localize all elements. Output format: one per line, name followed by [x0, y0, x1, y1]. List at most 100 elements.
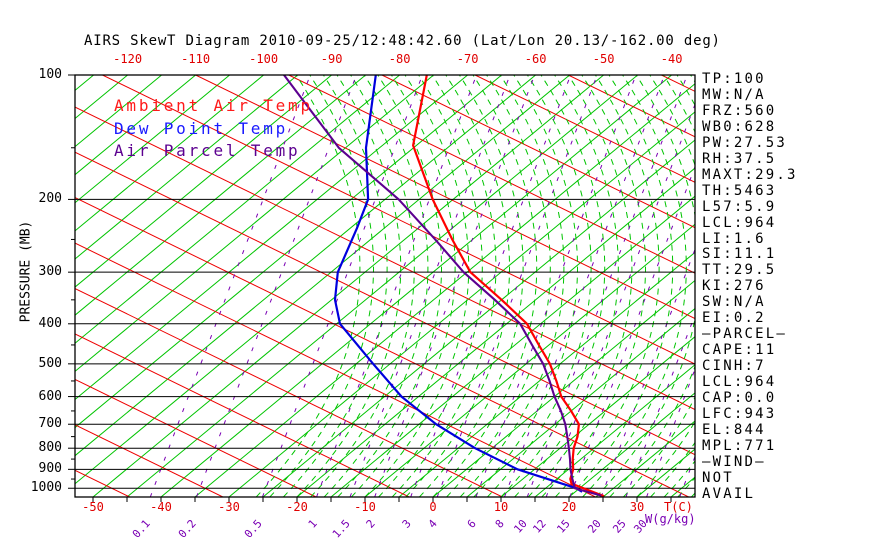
- moist-adiabat-line: [500, 75, 606, 497]
- mixing-axis-title: W(g/kg): [645, 512, 696, 526]
- isotherm-line: [75, 75, 230, 204]
- moist-adiabat-line: [459, 75, 565, 497]
- moist-adiabat-line: [623, 75, 695, 497]
- moist-adiabat-line: [255, 75, 361, 497]
- isotherm-line: [568, 392, 695, 497]
- isotherm-line: [466, 307, 695, 497]
- moist-adiabat-line: [787, 75, 870, 497]
- bottom-temp-label: 10: [493, 500, 509, 514]
- top-temp-label: -60: [524, 52, 547, 66]
- dry-adiabat-line: [75, 106, 695, 411]
- stat-line: LI:1.6: [702, 230, 766, 247]
- stat-line: —WIND—: [702, 453, 766, 470]
- pressure-label: 200: [38, 191, 62, 207]
- pressure-label: 600: [38, 388, 62, 404]
- pressure-label: 700: [38, 416, 62, 432]
- pressure-label: 500: [38, 355, 62, 371]
- legend-air-parcel: Air Parcel Temp: [114, 141, 301, 160]
- moist-adiabat-line: [568, 75, 674, 497]
- isotherm-line: [75, 75, 94, 92]
- moist-adiabat-line: [473, 75, 579, 497]
- top-temp-label: -120: [113, 52, 143, 66]
- bottom-temp-label: -40: [150, 500, 172, 514]
- bottom-temp-label: 20: [561, 500, 577, 514]
- isotherm-line: [330, 195, 695, 497]
- moist-adiabat-line: [351, 75, 456, 497]
- moist-adiabat-line: [310, 75, 415, 497]
- moist-adiabat-line: [555, 75, 660, 497]
- stat-line: EL:844: [702, 421, 766, 438]
- isotherm-line: [75, 75, 400, 344]
- bottom-temp-label: 30: [629, 500, 645, 514]
- top-temp-label: -80: [388, 52, 411, 66]
- isotherm-line: [602, 420, 695, 497]
- isotherm-line: [75, 75, 570, 485]
- temp-axis-title: T(C): [664, 500, 693, 514]
- moist-adiabat-line: [405, 75, 511, 497]
- moist-adiabat-line: [609, 75, 695, 497]
- stat-line: PW:27.53: [702, 134, 788, 151]
- isotherm-line: [126, 75, 638, 497]
- moist-adiabat-line: [296, 75, 402, 497]
- stat-line: L57:5.9: [702, 198, 777, 215]
- moist-adiabat-line: [283, 75, 388, 497]
- dry-adiabat-line: [195, 75, 695, 320]
- moist-adiabat-line: [773, 75, 870, 497]
- stat-line: WB0:628: [702, 118, 777, 135]
- stat-line: CAPE:11: [702, 342, 777, 359]
- dew-point-temp-curve: [333, 75, 583, 493]
- isotherm-line: [228, 111, 695, 497]
- moist-adiabat-line: [269, 75, 375, 497]
- moist-adiabat-line: [337, 75, 443, 497]
- isotherm-line: [75, 75, 434, 373]
- top-temp-label: -40: [660, 52, 683, 66]
- isotherm-line: [75, 75, 196, 176]
- moist-adiabat-line: [827, 75, 870, 497]
- stat-line: FRZ:560: [702, 102, 777, 119]
- isotherm-line: [432, 279, 695, 497]
- moist-adiabat-line: [855, 75, 870, 497]
- isotherm-line: [75, 75, 298, 260]
- bottom-temp-label: -10: [354, 500, 376, 514]
- moist-adiabat-line: [582, 75, 687, 497]
- pressure-label: 1000: [30, 480, 62, 496]
- stat-line: LFC:943: [702, 405, 777, 422]
- isotherm-line: [75, 75, 502, 429]
- dry-adiabat-line: [381, 75, 695, 229]
- isotherm-line: [364, 223, 695, 497]
- mixing-ratio-line: [436, 75, 598, 497]
- isotherm-line: [398, 251, 695, 497]
- moist-adiabat-line: [800, 75, 870, 497]
- isotherm-line: [262, 139, 695, 497]
- pressure-label: 400: [38, 315, 62, 331]
- moist-adiabat-line: [841, 75, 870, 497]
- dry-adiabat-line: [474, 75, 695, 183]
- dry-adiabat-line: [75, 333, 410, 497]
- bottom-temp-label: -50: [82, 500, 104, 514]
- legend-ambient-temp: Ambient Air Temp: [114, 96, 313, 115]
- moist-adiabat-line: [378, 75, 483, 497]
- moist-adiabat-line: [323, 75, 429, 497]
- stat-line: TT:29.5: [702, 262, 777, 279]
- stat-line: LCL:964: [702, 214, 777, 231]
- isotherm-line: [160, 75, 672, 497]
- moist-adiabat-line: [487, 75, 592, 497]
- stat-line: MW:N/A: [702, 86, 766, 103]
- stat-line: EI:0.2: [702, 310, 766, 327]
- dry-adiabat-line: [75, 197, 689, 497]
- isotherm-line: [534, 364, 695, 497]
- stat-line: —PARCEL—: [702, 326, 788, 343]
- top-temp-label: -110: [181, 52, 211, 66]
- air-parcel-temp-curve: [283, 75, 602, 497]
- isotherm-line: [75, 75, 468, 401]
- pressure-label: 900: [38, 461, 62, 477]
- moist-adiabat-line: [364, 75, 470, 497]
- top-temp-label: -90: [320, 52, 343, 66]
- bottom-temp-label: -20: [286, 500, 308, 514]
- pressure-label: 800: [38, 440, 62, 456]
- moist-adiabat-line: [446, 75, 551, 497]
- stat-line: MAXT:29.3: [702, 166, 798, 183]
- plot-frame: [74, 74, 696, 498]
